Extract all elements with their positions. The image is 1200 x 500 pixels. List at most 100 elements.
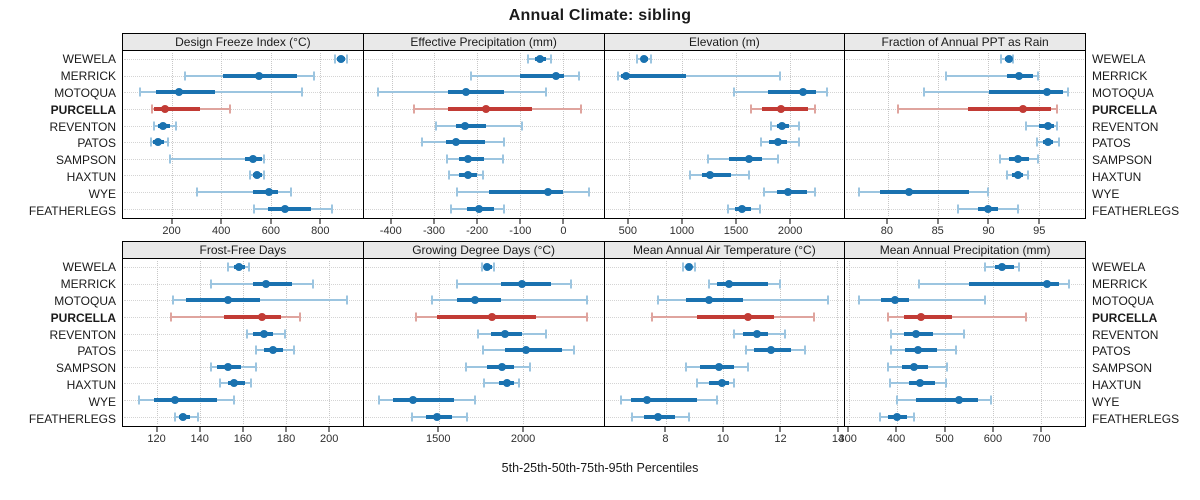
site-labels-right: WEWELA MERRICK MOTOQUA PURCELLA REVENTON PATO… (1086, 241, 1200, 449)
whisker-cap (797, 137, 800, 147)
median-dot (161, 105, 170, 114)
median-dot (777, 105, 786, 114)
percentile-row-wye (364, 184, 603, 201)
axis-tick-label: 1500 (723, 225, 749, 237)
whisker-cap (248, 170, 251, 180)
iqr-bar (621, 73, 686, 78)
axis-tick (627, 219, 629, 224)
whisker-cap (527, 54, 530, 64)
whisker-cap (299, 312, 302, 322)
median-dot (893, 412, 902, 421)
x-axis: 500 1000 1500 2000 (604, 219, 846, 241)
median-dot (517, 279, 526, 288)
percentile-row-haxtun (124, 375, 362, 392)
median-dot (1043, 88, 1052, 97)
strip-title: Elevation (m) (689, 35, 760, 49)
iqr-bar (185, 298, 260, 303)
gridline (682, 53, 684, 216)
whisker-cap (631, 412, 634, 422)
gridline (887, 53, 889, 216)
site-label-reventon: REVENTON (49, 119, 116, 134)
median-dot (280, 204, 289, 213)
median-dot (752, 329, 761, 338)
median-dot (179, 412, 188, 421)
row-guide (124, 125, 362, 127)
whisker-cap (169, 154, 172, 164)
percentile-row-patos (605, 342, 844, 359)
site-label-sampson: SAMPSON (1092, 153, 1153, 168)
row-guide (846, 59, 1084, 61)
median-dot (462, 88, 471, 97)
percentile-row-reventon (605, 325, 844, 342)
median-dot (159, 121, 167, 130)
iqr-bar (519, 73, 565, 78)
site-label-reventon: REVENTON (1092, 119, 1159, 134)
whisker-cap (812, 312, 815, 322)
axis-tick (789, 219, 791, 224)
row-guide (124, 109, 362, 111)
whisker-cap (696, 378, 699, 388)
whisker-cap (858, 187, 861, 197)
site-label-merrick: MERRICK (60, 277, 116, 292)
percentile-row-featherlegs (364, 408, 603, 425)
site-label-wye: WYE (88, 186, 116, 201)
percentile-row-reventon (124, 117, 362, 134)
site-label-featherlegs: FEATHERLEGS (28, 203, 116, 218)
site-label-patos: PATOS (77, 136, 116, 151)
iqr-bar (762, 107, 809, 112)
median-dot (470, 296, 479, 305)
axis-tick (476, 219, 478, 224)
iqr-bar (989, 90, 1064, 95)
gridline (562, 53, 564, 216)
whisker-cap (445, 154, 448, 164)
percentile-row-purcella (124, 309, 362, 326)
gridline (285, 261, 287, 424)
axis-tick-label: 300 (838, 433, 857, 445)
axis-tick-label: -200 (466, 225, 489, 237)
median-dot (543, 188, 552, 197)
whisker-line (657, 299, 828, 302)
whisker-cap (166, 137, 169, 147)
median-dot (798, 88, 807, 97)
row-guide (124, 350, 362, 352)
median-dot (684, 263, 693, 272)
axis-tick-label: -100 (509, 225, 532, 237)
percentile-row-motoqua (605, 84, 844, 101)
row-guide (124, 142, 362, 144)
gridline (789, 53, 791, 216)
whisker-cap (685, 362, 688, 372)
median-dot (912, 329, 921, 338)
whisker-cap (473, 395, 476, 405)
percentile-row-patos (364, 134, 603, 151)
panel-fraction-of-annual-ppt-as-rain: Fraction of Annual PPT as Rain 80 85 90 95 (844, 33, 1086, 241)
median-dot (916, 379, 925, 388)
whisker-cap (149, 137, 152, 147)
whisker-cap (707, 279, 710, 289)
percentile-row-haxtun (364, 167, 603, 184)
iqr-bar (393, 398, 454, 403)
row-guide (364, 416, 603, 418)
percentile-row-reventon (605, 117, 844, 134)
axis-tick (220, 219, 222, 224)
median-dot (498, 362, 507, 371)
site-rows (364, 259, 603, 425)
whisker-cap (1037, 71, 1040, 81)
iqr-bar (686, 298, 743, 303)
percentile-row-patos (846, 342, 1084, 359)
whisker-cap (333, 54, 336, 64)
site-label-wewela: WEWELA (62, 52, 116, 67)
whisker-cap (744, 345, 747, 355)
percentile-row-purcella (364, 309, 603, 326)
row-guide (846, 158, 1084, 160)
row-guide (846, 142, 1084, 144)
whisker-cap (218, 378, 221, 388)
iqr-bar (437, 315, 536, 320)
percentile-row-featherlegs (846, 408, 1084, 425)
percentile-row-sampson (846, 359, 1084, 376)
percentile-row-merrick (846, 276, 1084, 293)
percentile-row-motoqua (846, 84, 1084, 101)
whisker-cap (233, 395, 236, 405)
median-dot (1014, 171, 1023, 180)
site-label-purcella: PURCELLA (50, 310, 116, 325)
whisker-line (617, 74, 781, 77)
